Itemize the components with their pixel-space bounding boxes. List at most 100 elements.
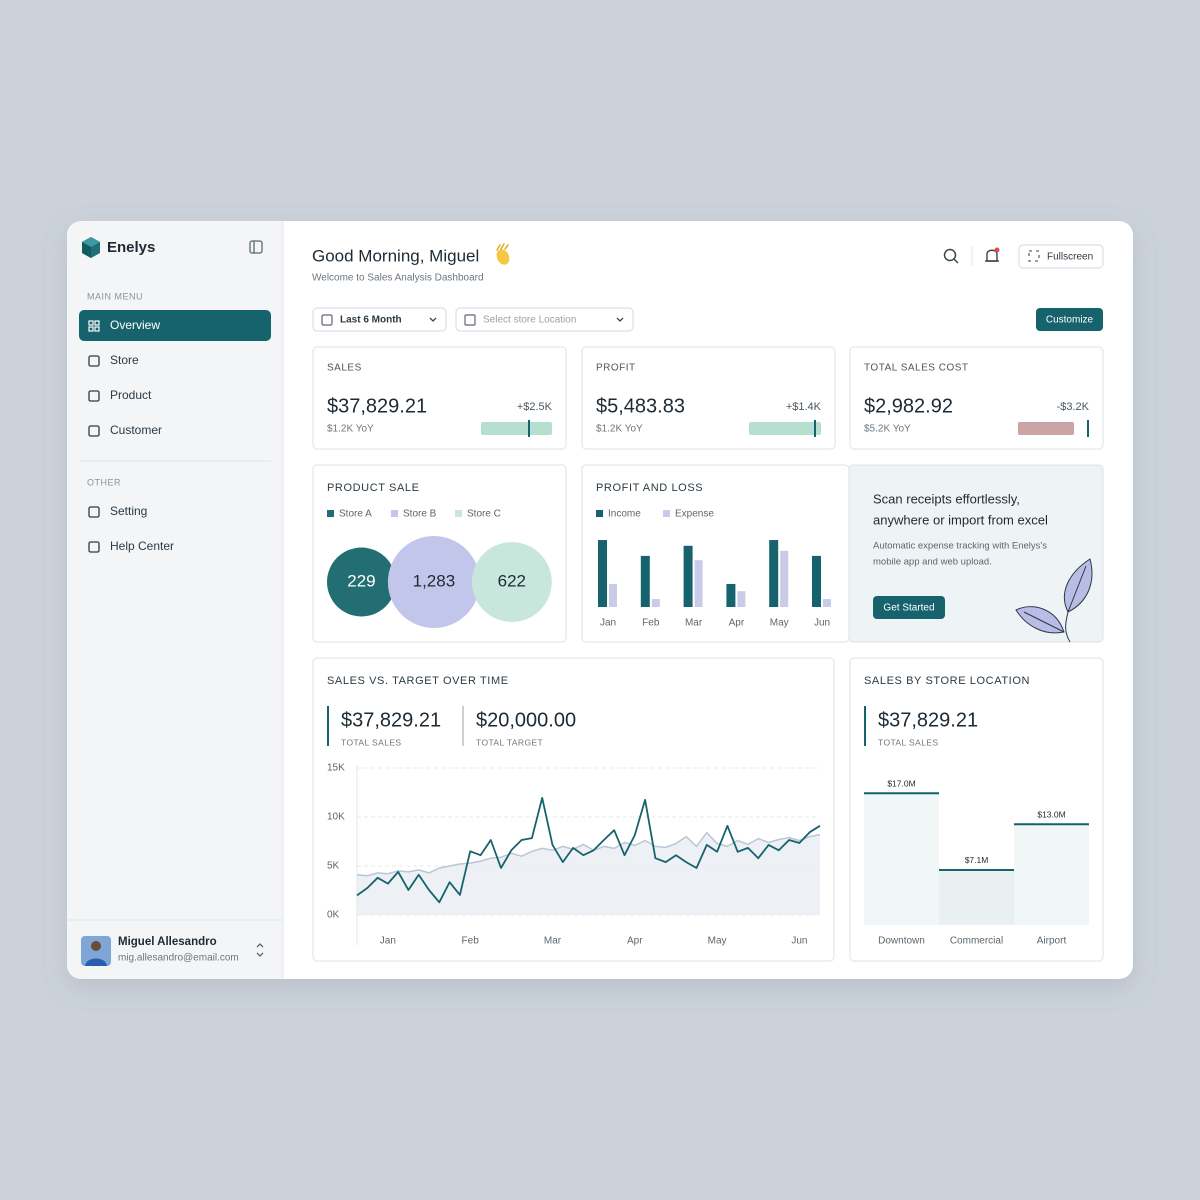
x-tick-label: Downtown [878, 936, 925, 947]
customize-button[interactable] [1036, 308, 1103, 331]
x-tick-label: Commercial [950, 936, 1003, 947]
stat-value: $37,829.21 [878, 709, 978, 731]
menu-icon [88, 355, 100, 367]
brand-name: Enelys [107, 239, 155, 256]
bar-value-label: $17.0M [887, 779, 915, 789]
menu-icon [88, 541, 100, 553]
kpi-value: $5,483.83 [596, 395, 685, 417]
bubble [387, 536, 480, 628]
menu-item[interactable]: Setting [110, 504, 147, 518]
x-tick-label: Apr [627, 936, 643, 947]
user-name: Miguel Allesandro [118, 936, 217, 948]
y-tick-label: 0K [327, 910, 340, 921]
bar [823, 599, 831, 607]
bar [609, 583, 617, 607]
bubble-label: 1,283 [413, 571, 456, 590]
legend-label: Store B [403, 509, 437, 520]
bar [939, 869, 1014, 925]
fullscreen-button[interactable] [1018, 244, 1104, 269]
leaf-illustration [1015, 558, 1093, 643]
bar [812, 555, 821, 607]
kpi-change: +$1.4K [786, 401, 822, 413]
x-tick-label: Jan [380, 936, 396, 947]
user-switch-icon[interactable] [256, 943, 264, 957]
kpi-change: -$3.2K [1057, 401, 1090, 413]
chart-card [312, 657, 835, 962]
promo-body: Automatic expense tracking with Enelys's [873, 541, 1047, 552]
chevron-icon [429, 317, 437, 322]
search-icon[interactable] [943, 248, 959, 264]
bubble [471, 542, 552, 622]
x-tick-label: May [708, 936, 727, 947]
bar-value-label: $13.0M [1037, 810, 1065, 820]
chart-title: PRODUCT SALE [327, 482, 420, 494]
x-tick-label: Apr [729, 618, 745, 629]
x-tick-label: Jun [791, 936, 807, 947]
period-filter-label[interactable]: Last 6 Month [340, 315, 402, 326]
kpi-value: $2,982.92 [864, 395, 953, 417]
menu-icon [88, 390, 100, 402]
customize-label[interactable]: Customize [1046, 315, 1094, 326]
bubble [327, 547, 396, 617]
x-tick-label: Jun [814, 618, 830, 629]
promo-body: mobile app and web upload. [873, 557, 992, 568]
promo-title: anywhere or import from excel [873, 512, 1048, 527]
calendar-icon [321, 314, 333, 326]
stat-label: TOTAL SALES [878, 737, 938, 747]
chart-title: SALES BY STORE LOCATION [864, 675, 1030, 687]
menu-item[interactable]: Customer [110, 423, 162, 437]
menu-section-label: OTHER [87, 477, 121, 487]
legend-label: Store A [339, 509, 372, 520]
collapse-icon[interactable] [249, 240, 263, 254]
menu-item[interactable]: Overview [110, 318, 160, 332]
bar [598, 540, 607, 607]
area [357, 832, 820, 915]
menu-icon [88, 320, 94, 326]
notification-icon[interactable] [985, 247, 1000, 262]
menu-item[interactable]: Store [110, 353, 139, 367]
legend-swatch [663, 510, 670, 517]
bubble-label: 622 [498, 571, 526, 590]
stat-label: TOTAL SALES [341, 737, 401, 747]
get-started-label[interactable]: Get Started [883, 603, 934, 614]
line [356, 831, 821, 877]
kpi-progress [749, 422, 821, 435]
period-filter[interactable] [312, 307, 447, 332]
line [356, 797, 821, 904]
chevron-icon [616, 317, 624, 322]
menu-icon [88, 506, 100, 518]
legend-swatch [391, 510, 398, 517]
bar [640, 555, 650, 607]
bar [1014, 824, 1089, 925]
stat-value: $20,000.00 [476, 709, 576, 731]
fullscreen-icon [1028, 250, 1040, 262]
y-tick-label: 10K [327, 812, 345, 823]
menu-icon [88, 425, 100, 437]
store-icon [464, 314, 476, 326]
menu-item[interactable]: Help Center [110, 539, 174, 553]
bar [694, 560, 703, 607]
legend-swatch [596, 510, 603, 517]
stat-label: TOTAL TARGET [476, 737, 543, 747]
kpi-label: SALES [327, 363, 362, 374]
chart-title: PROFIT AND LOSS [596, 482, 703, 494]
logo-icon [82, 237, 100, 258]
get-started-button[interactable] [873, 596, 945, 619]
x-tick-label: May [770, 618, 789, 629]
kpi-label: TOTAL SALES COST [864, 363, 969, 374]
user-email: mig.allesandro@email.com [118, 953, 239, 964]
greeting: Good Morning, Miguel [312, 246, 479, 265]
location-filter[interactable] [455, 307, 634, 332]
bar [864, 793, 939, 925]
kpi-yoy: $1.2K YoY [327, 424, 374, 435]
menu-item-active[interactable] [79, 310, 271, 341]
fullscreen-label[interactable]: Fullscreen [1047, 252, 1093, 263]
x-tick-label: Mar [685, 618, 703, 629]
legend-label: Expense [675, 509, 714, 520]
bar [780, 550, 789, 607]
location-filter-label[interactable]: Select store Location [483, 315, 576, 326]
menu-item[interactable]: Product [110, 388, 152, 402]
